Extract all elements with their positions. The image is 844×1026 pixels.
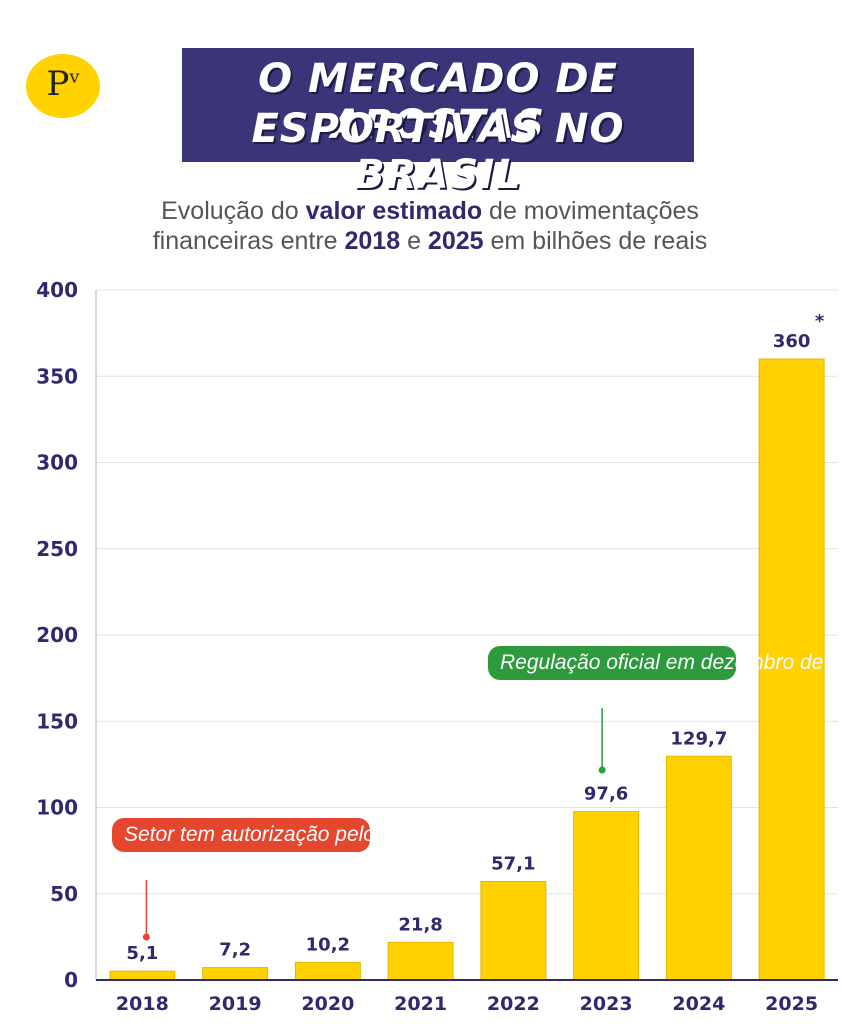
x-tick-label-2024: 2024 (672, 993, 725, 1015)
title-line-1: O MERCADO DE APOSTAS (258, 56, 618, 148)
bar-2019 (202, 967, 269, 981)
y-tick-label-150: 150 (36, 709, 78, 733)
leader-dot-temer (142, 933, 150, 941)
data-label-2023: 97,6 (584, 784, 628, 805)
logo: Pv (26, 54, 100, 118)
data-label-2018: 5,1 (126, 943, 158, 964)
logo-text: Pv (46, 64, 80, 104)
annotation-leaders (142, 708, 606, 941)
y-axis: 0 50 100 150 200 250 300 350 400 (36, 278, 97, 992)
data-label-2021: 21,8 (398, 914, 442, 935)
bar-2020 (294, 961, 361, 981)
data-label-2024: 129,7 (670, 728, 727, 749)
bar-2021 (387, 941, 454, 981)
x-tick-label-2020: 2020 (301, 993, 354, 1015)
title-line-2: ESPORTIVAS NO BRASIL (251, 106, 625, 198)
data-label-2019: 7,2 (219, 940, 251, 961)
y-tick-label-250: 250 (36, 537, 78, 561)
bar-2025 (758, 358, 825, 981)
bars: 5,1 7,2 10,2 21,8 57,1 97,6 129,7 360* (109, 311, 825, 981)
x-tick-label-2023: 2023 (580, 993, 633, 1015)
data-label-asterisk: * (815, 311, 825, 332)
x-tick-label-2019: 2019 (209, 993, 262, 1015)
data-label-2020: 10,2 (306, 934, 350, 955)
bar-2018 (109, 970, 176, 981)
annotation-regulacao: Regulação oficial em dezembro de 2023 (488, 646, 844, 680)
annotation-temer: Setor tem autorização pelo governo Temer (112, 818, 521, 852)
x-tick-label-2018: 2018 (116, 993, 169, 1015)
bar-2023 (573, 811, 640, 981)
title-banner: O MERCADO DE APOSTAS ESPORTIVAS NO BRASI… (182, 48, 694, 198)
y-tick-label-400: 400 (36, 278, 78, 302)
bar-2024 (665, 755, 732, 981)
y-tick-label-200: 200 (36, 623, 78, 647)
chart-subtitle: Evolução do valor estimado de movimentaç… (60, 196, 800, 256)
data-label-2022: 57,1 (491, 854, 535, 875)
bar-2022 (480, 881, 547, 981)
y-tick-label-300: 300 (36, 451, 78, 475)
x-tick-label-2025: 2025 (765, 993, 818, 1015)
y-tick-label-350: 350 (36, 364, 78, 388)
subtitle-line-2: financeiras entre 2018 e 2025 em bilhões… (152, 227, 708, 255)
y-tick-label-50: 50 (50, 882, 78, 906)
x-tick-label-2022: 2022 (487, 993, 540, 1015)
x-axis: 2018 2019 2020 2021 2022 2023 2024 2025 (96, 979, 838, 1015)
x-tick-label-2021: 2021 (394, 993, 447, 1015)
subtitle-line-1: Evolução do valor estimado de movimentaç… (161, 197, 699, 225)
data-label-2025: 360 (773, 331, 811, 352)
y-tick-label-100: 100 (36, 796, 78, 820)
y-tick-label-0: 0 (64, 968, 78, 992)
leader-dot-regulacao (598, 766, 606, 774)
